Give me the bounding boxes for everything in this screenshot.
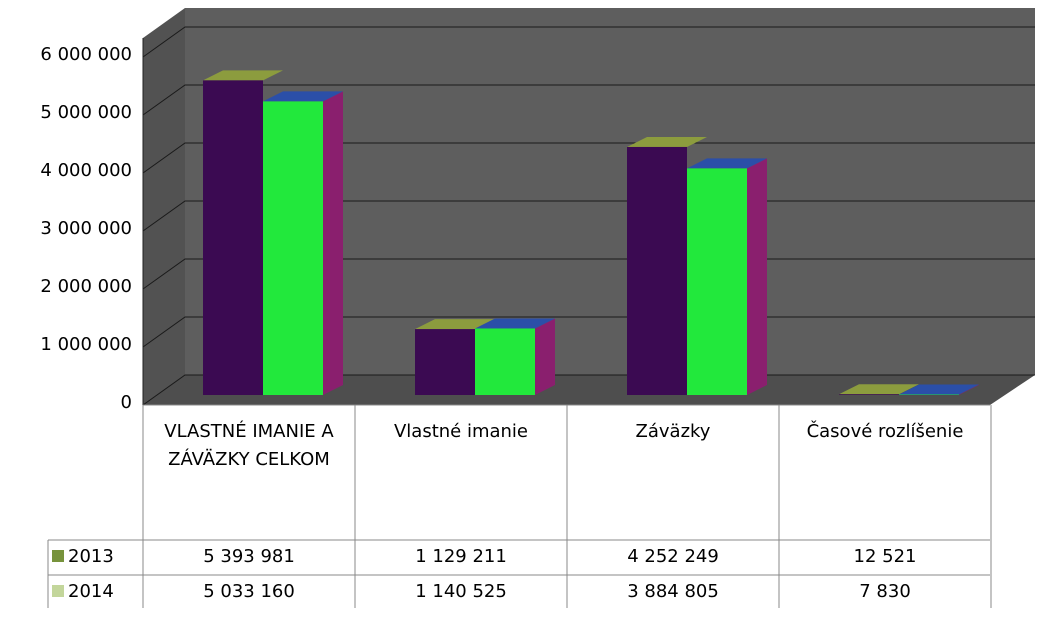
category-label: VLASTNÉ IMANIE A ZÁVÄZKY CELKOM [164,421,334,470]
floor [143,375,1035,405]
category-label: Časové rozlíšenie [806,421,964,442]
bar [627,146,687,395]
bar-side [535,318,555,395]
value-label: 1 140 525 [415,581,507,602]
bar-top [839,384,919,395]
category-label: Vlastné imanie [393,421,529,442]
bar-top [687,158,767,169]
back-wall [185,8,1035,375]
grid-line [142,26,1035,58]
bar [203,80,263,395]
value-label: 4 252 249 [627,546,719,567]
legend-swatch [52,550,64,562]
bar-side [959,384,979,395]
bar [475,328,535,395]
grid-line [142,84,1035,116]
legend-label: 2014 [68,581,114,602]
y-tick-label: 3 000 000 [40,218,132,239]
bar [415,329,475,395]
value-label: 5 033 160 [203,581,295,602]
legend-entry: 2013 [52,543,142,571]
value-label: 3 884 805 [627,581,719,602]
side-wall [143,8,185,405]
grid-line [142,142,1035,174]
bar [263,101,323,396]
legend-entry: 2014 [52,578,142,606]
value-label: 1 129 211 [415,546,507,567]
y-tick-label: 2 000 000 [40,276,132,297]
bar-side [323,91,343,396]
value-label: 5 393 981 [203,546,295,567]
bar-top [415,319,495,330]
legend-label: 2013 [68,546,114,567]
y-tick-label: 4 000 000 [40,160,132,181]
y-tick-label: 5 000 000 [40,102,132,123]
category-label: Záväzky [635,421,711,442]
bar-top [203,70,283,81]
bar-top [899,384,979,395]
value-label: 7 830 [859,581,911,602]
bar-top [627,136,707,147]
bar-top [263,91,343,102]
bar-top [475,318,555,329]
bar-side [747,158,767,395]
y-tick-label: 6 000 000 [40,44,132,65]
y-tick-label: 0 [121,392,132,413]
legend-swatch [52,585,64,597]
bar [687,168,747,395]
value-label: 12 521 [853,546,917,567]
y-tick-label: 1 000 000 [40,334,132,355]
bar [839,394,899,395]
